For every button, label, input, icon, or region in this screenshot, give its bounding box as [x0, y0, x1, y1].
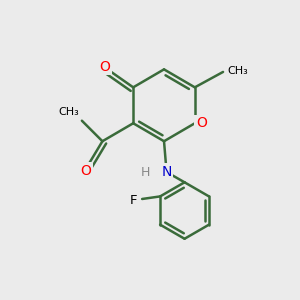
Text: F: F — [130, 194, 137, 207]
Text: CH₃: CH₃ — [58, 107, 79, 117]
Text: O: O — [196, 116, 207, 130]
Text: O: O — [80, 164, 91, 178]
Text: CH₃: CH₃ — [227, 66, 248, 76]
Text: N: N — [161, 165, 172, 179]
Text: H: H — [140, 166, 150, 178]
Text: O: O — [100, 60, 110, 74]
